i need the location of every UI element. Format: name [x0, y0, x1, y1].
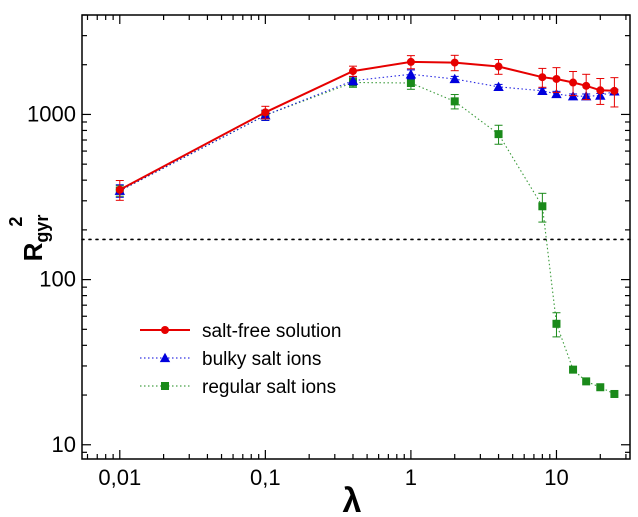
axis-ticks	[82, 14, 630, 459]
y-tick-label: 1000	[27, 101, 76, 126]
y-axis-title-sup: 2	[6, 217, 26, 227]
data-point	[494, 130, 503, 139]
data-point	[569, 365, 578, 374]
data-point	[450, 97, 459, 106]
legend-marker	[159, 352, 171, 363]
legend-marker	[161, 382, 169, 390]
y-axis-title-sub: gyr	[32, 215, 52, 243]
y-tick-label: 100	[39, 267, 76, 292]
data-point	[551, 88, 562, 99]
svg-text:Rgyr2: Rgyr 2	[6, 215, 52, 262]
legend-label: bulky salt ions	[202, 349, 321, 370]
x-axis-title: λ	[343, 482, 362, 517]
data-point	[493, 81, 504, 91]
data-point	[538, 73, 547, 82]
data-point	[596, 86, 605, 95]
data-point	[450, 58, 459, 67]
plot-area	[81, 14, 631, 460]
data-point	[582, 377, 591, 386]
data-point	[115, 185, 124, 194]
data-point	[610, 86, 619, 95]
y-tick-label: 10	[52, 432, 76, 457]
series-salt-free-solution	[115, 54, 619, 201]
data-point	[406, 57, 415, 66]
legend-label: regular salt ions	[202, 377, 336, 398]
data-point	[552, 319, 561, 328]
data-point	[582, 81, 591, 90]
tick-labels: 0,01 0,1 1 10 10 100 1000	[27, 101, 569, 490]
series-group	[114, 54, 620, 398]
data-point	[552, 74, 561, 83]
data-point	[261, 108, 270, 117]
legend: salt-free solution bulky salt ions regular…	[140, 321, 341, 398]
data-point	[405, 69, 417, 79]
data-point	[538, 202, 547, 211]
data-point	[348, 67, 357, 76]
data-point	[406, 79, 415, 88]
data-point	[449, 73, 460, 84]
x-tick-label: 0,01	[98, 465, 141, 490]
legend-label: salt-free solution	[202, 321, 341, 342]
data-point	[610, 389, 619, 398]
y-axis-title: Rgyr 2	[6, 215, 52, 262]
y-axis-title-main: R	[18, 242, 48, 261]
x-tick-label: 10	[544, 465, 568, 490]
x-tick-label: 0,1	[250, 465, 281, 490]
data-point	[347, 75, 359, 85]
data-point	[569, 78, 578, 87]
legend-marker	[161, 326, 169, 334]
data-point	[537, 85, 548, 95]
x-tick-label: 1	[405, 465, 417, 490]
data-point	[596, 383, 605, 392]
data-point	[494, 62, 503, 71]
